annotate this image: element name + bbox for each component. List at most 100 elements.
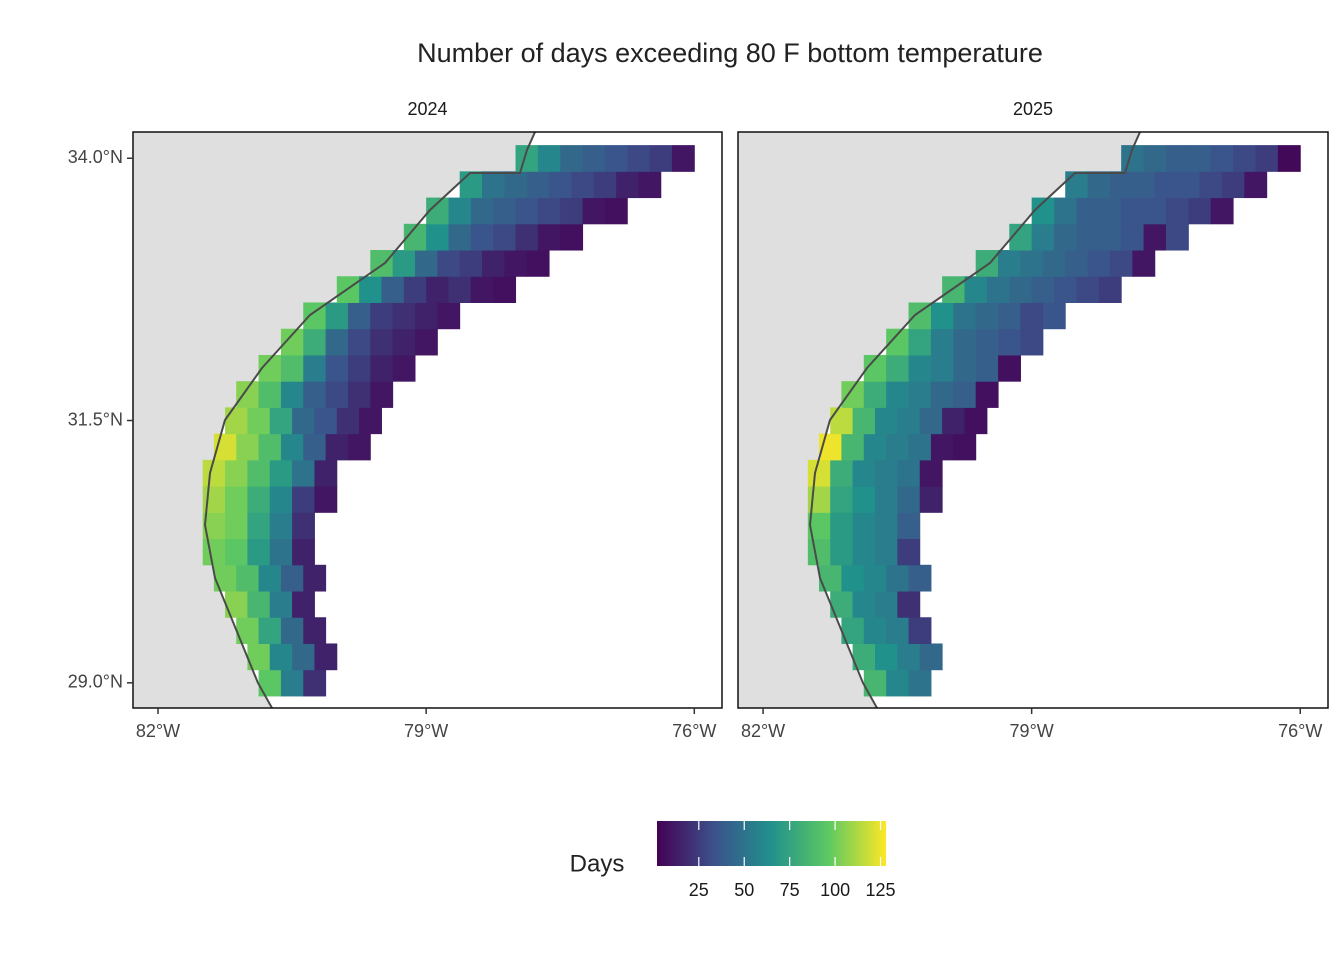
cell: [1031, 197, 1055, 225]
cell: [314, 459, 338, 487]
x-tick-label: 76°W: [1278, 721, 1322, 741]
cell: [303, 564, 327, 592]
x-tick-label: 82°W: [136, 721, 180, 741]
cell: [649, 145, 673, 172]
cell: [1020, 302, 1044, 330]
cell: [1165, 223, 1189, 251]
cell: [852, 538, 876, 566]
cell: [325, 433, 349, 461]
cell: [1087, 250, 1111, 277]
cell: [975, 250, 999, 277]
cell: [1098, 197, 1122, 225]
y-tick-label: 31.5°N: [68, 409, 123, 429]
cell: [437, 250, 461, 277]
cell: [919, 486, 943, 513]
cell: [537, 197, 561, 225]
land: [133, 132, 535, 708]
panel: [738, 132, 1301, 708]
cell: [1199, 171, 1223, 199]
cell: [347, 381, 371, 408]
cell: [414, 328, 438, 356]
cell: [269, 643, 293, 671]
cell: [236, 564, 260, 592]
x-tick-label: 82°W: [741, 721, 785, 741]
cell: [807, 538, 831, 566]
cell: [526, 171, 550, 199]
cell: [381, 276, 405, 303]
cell: [852, 591, 876, 618]
cell: [560, 145, 584, 172]
cell: [830, 512, 854, 540]
cell: [292, 591, 315, 618]
cell: [1020, 328, 1044, 356]
cell: [236, 433, 260, 461]
cell: [347, 433, 371, 461]
cell: [280, 669, 304, 697]
cell: [213, 564, 237, 592]
cell: [953, 381, 977, 408]
cell: [303, 617, 327, 644]
cell: [953, 328, 977, 356]
cell: [493, 197, 517, 225]
cell: [280, 381, 304, 408]
cell: [998, 354, 1021, 382]
cell: [448, 223, 472, 251]
cell: [549, 171, 572, 199]
cell: [292, 407, 315, 435]
cell: [280, 564, 304, 592]
cell: [908, 617, 932, 644]
cell: [863, 381, 887, 408]
colorbar: [657, 821, 886, 866]
colorbar-tick-label: 50: [734, 880, 754, 900]
cell: [1065, 171, 1089, 199]
panel: [133, 132, 695, 708]
cell: [225, 538, 248, 566]
cell: [1121, 197, 1145, 225]
cell: [236, 617, 260, 644]
cell: [347, 354, 371, 382]
cell: [616, 171, 639, 199]
cell: [448, 276, 472, 303]
cell: [986, 276, 1010, 303]
cell: [280, 354, 304, 382]
cell: [1143, 197, 1167, 225]
cell: [292, 486, 315, 513]
cell: [604, 197, 628, 225]
cell: [571, 171, 595, 199]
cell: [1277, 145, 1301, 172]
cell: [1020, 250, 1044, 277]
cell: [841, 381, 865, 408]
cell: [886, 381, 910, 408]
cell: [448, 197, 472, 225]
panel-border: [737, 131, 1329, 709]
cell: [919, 407, 943, 435]
cell: [863, 433, 887, 461]
cell: [1031, 276, 1055, 303]
cell: [269, 459, 293, 487]
cell: [819, 564, 842, 592]
cell: [897, 486, 921, 513]
cell: [1042, 250, 1066, 277]
cell: [841, 433, 865, 461]
cell: [537, 145, 561, 172]
cell: [897, 407, 921, 435]
cell: [303, 302, 327, 330]
cell: [414, 250, 438, 277]
cell: [852, 643, 876, 671]
chart-title: Number of days exceeding 80 F bottom tem…: [417, 38, 1043, 68]
cell: [269, 407, 293, 435]
cell: [1132, 171, 1156, 199]
cell: [886, 564, 910, 592]
cell: [908, 328, 932, 356]
cell: [975, 381, 999, 408]
colorbar-tick-label: 125: [866, 880, 896, 900]
cell: [269, 538, 293, 566]
cell: [392, 328, 416, 356]
cell: [1177, 171, 1201, 199]
cell: [225, 486, 248, 513]
cell: [863, 669, 887, 697]
cell: [269, 591, 293, 618]
cell: [908, 381, 932, 408]
cell: [908, 564, 932, 592]
cell: [370, 328, 394, 356]
